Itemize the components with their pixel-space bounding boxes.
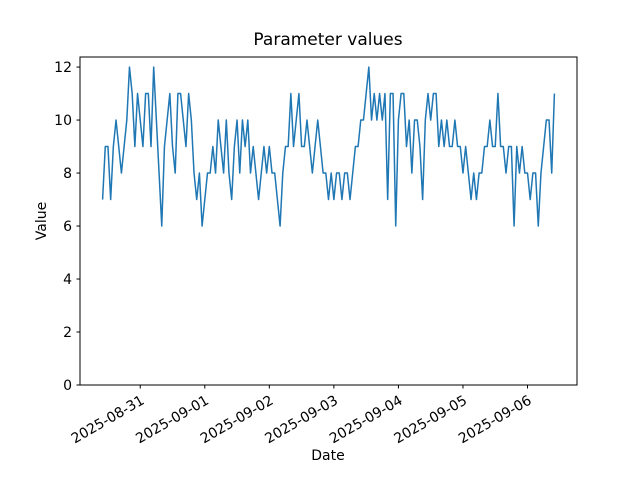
x-axis-label: Date (311, 448, 344, 464)
x-tick-label: 2025-09-06 (456, 393, 535, 448)
y-tick-label: 6 (63, 219, 72, 235)
y-axis-ticks: 0 2 4 6 8 10 12 (54, 60, 80, 394)
y-tick-label: 0 (63, 378, 72, 394)
series-line (101, 66, 556, 227)
axes-spines (79, 56, 578, 386)
chart-title: Parameter values (253, 30, 402, 50)
x-axis-ticks: 2025-08-312025-09-012025-09-022025-09-03… (69, 385, 535, 447)
y-tick-label: 4 (63, 272, 72, 288)
y-axis-label: Value (34, 202, 50, 240)
plot-area (80, 57, 577, 385)
y-tick-label: 8 (63, 166, 72, 182)
y-tick-label: 2 (63, 325, 72, 341)
y-tick-label: 12 (54, 60, 72, 76)
y-tick-label: 10 (54, 113, 72, 129)
